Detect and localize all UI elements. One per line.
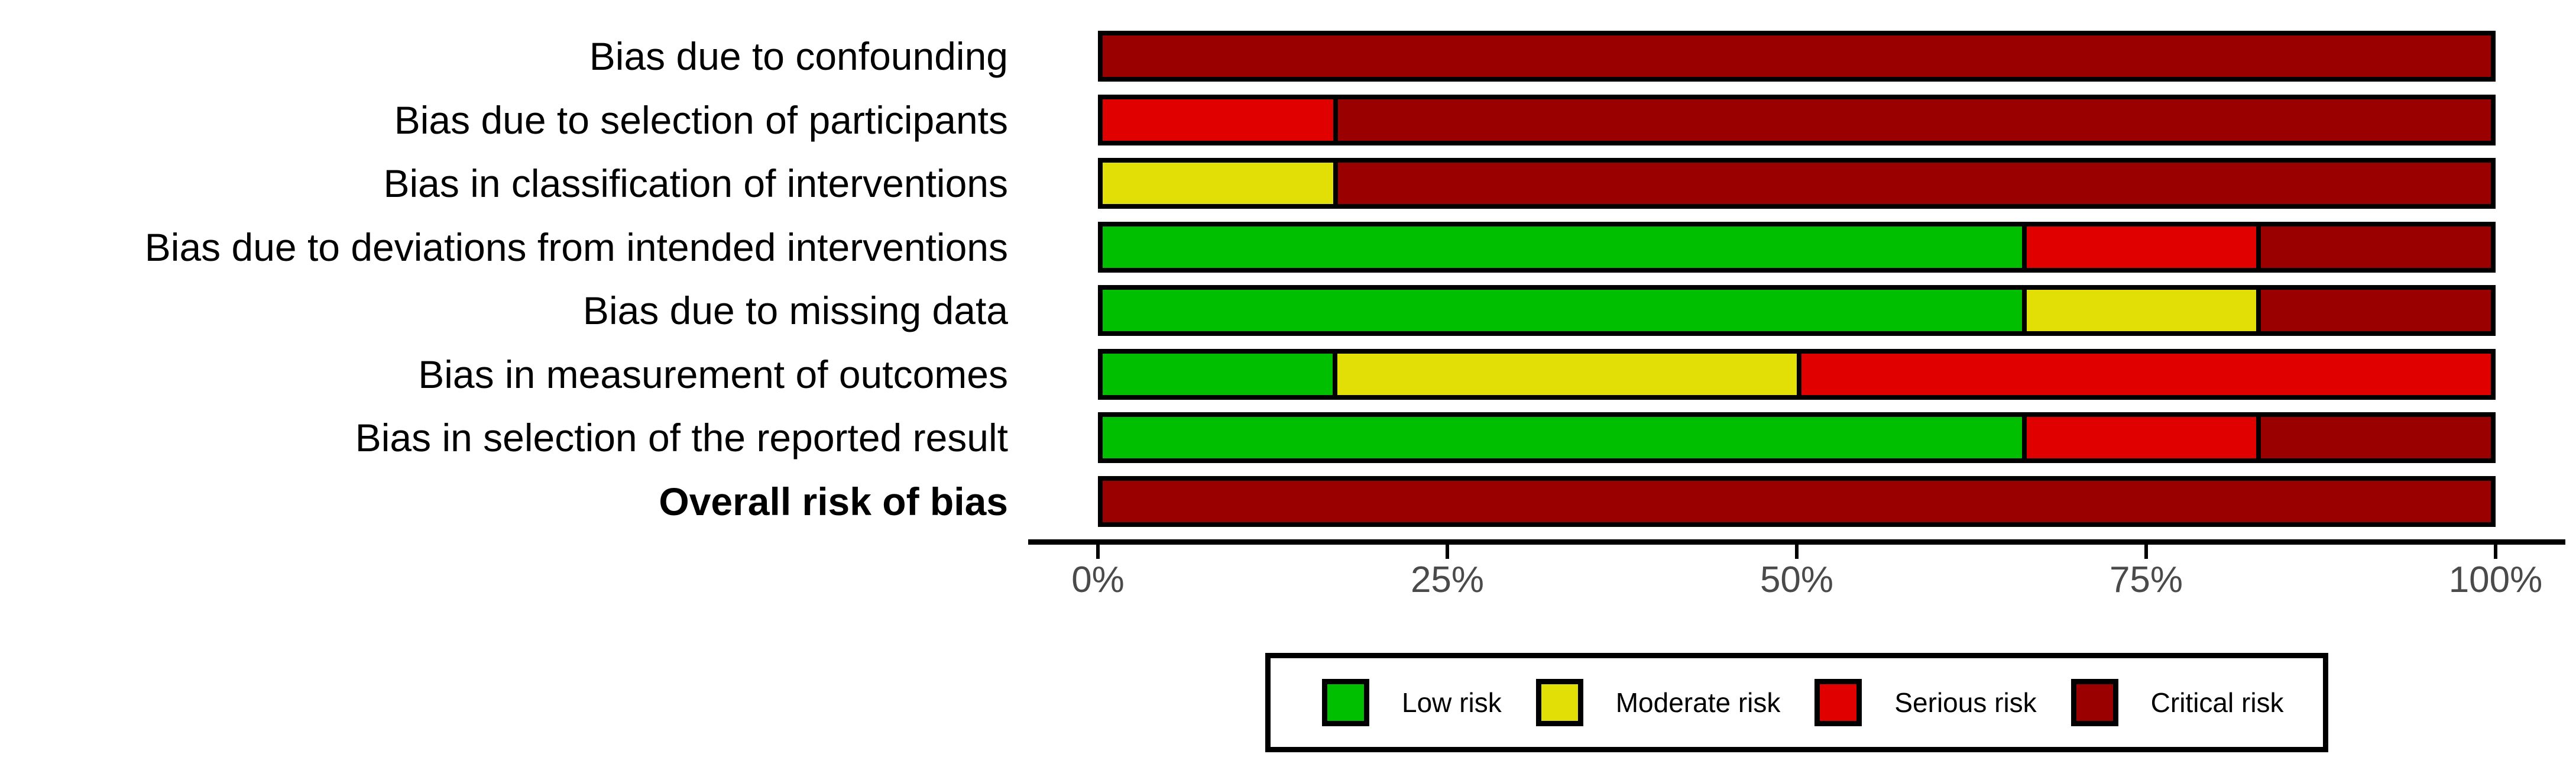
stacked-bar (1098, 285, 2496, 336)
segment-low-risk (1103, 417, 2022, 458)
segment-critical-risk (1103, 35, 2491, 77)
segment-moderate-risk (2026, 290, 2257, 331)
segment-serious-risk (1103, 99, 1334, 141)
legend-label: Moderate risk (1615, 687, 1781, 718)
chart-row: Bias due to missing data (0, 279, 2576, 342)
segment-critical-risk (2261, 290, 2491, 331)
legend-item: Moderate risk (1535, 679, 1781, 726)
category-label: Bias in measurement of outcomes (418, 352, 1008, 396)
legend-label: Low risk (1402, 687, 1502, 718)
category-label: Bias due to selection of participants (394, 98, 1008, 142)
legend-swatch-moderate-risk (1535, 679, 1583, 726)
category-label: Bias in selection of the reported result (355, 416, 1008, 460)
legend-swatch-critical-risk (2070, 679, 2118, 726)
legend: Low risk Moderate risk Serious risk Critica… (1265, 653, 2328, 752)
category-label: Overall risk of bias (659, 479, 1008, 523)
chart-row: Bias due to selection of participants (0, 88, 2576, 152)
segment-critical-risk (1338, 163, 2491, 204)
x-axis-tick (1795, 545, 1799, 559)
segment-serious-risk (2026, 417, 2257, 458)
segment-low-risk (1103, 290, 2022, 331)
chart-row: Bias in classification of interventions (0, 151, 2576, 215)
segment-moderate-risk (1103, 163, 1334, 204)
x-axis-tick (1446, 545, 1449, 559)
segment-critical-risk (2261, 226, 2491, 268)
stacked-bar (1098, 348, 2496, 400)
segment-serious-risk (1801, 353, 2491, 395)
category-label: Bias due to missing data (582, 289, 1008, 332)
segment-critical-risk (2261, 417, 2491, 458)
stacked-bar (1098, 221, 2496, 273)
chart-row: Bias in selection of the reported result (0, 406, 2576, 470)
segment-low-risk (1103, 226, 2022, 268)
x-axis-tick (2144, 545, 2148, 559)
legend-item: Low risk (1322, 679, 1502, 726)
stacked-bar (1098, 31, 2496, 82)
stacked-bar (1098, 158, 2496, 209)
segment-low-risk (1103, 353, 1333, 395)
category-label: Bias due to deviations from intended int… (144, 225, 1008, 269)
x-axis-tick-label: 100% (2448, 559, 2543, 600)
x-axis-tick (2494, 545, 2497, 559)
x-axis-tick-label: 25% (1410, 559, 1485, 600)
segment-critical-risk (1103, 480, 2491, 522)
legend-item: Serious risk (1814, 679, 2037, 726)
legend-label: Serious risk (1894, 687, 2037, 718)
chart-row: Bias due to confounding (0, 24, 2576, 88)
segment-serious-risk (2026, 226, 2257, 268)
legend-swatch-serious-risk (1814, 679, 1862, 726)
legend-swatch-low-risk (1322, 679, 1369, 726)
category-label: Bias due to confounding (589, 34, 1008, 78)
legend-label: Critical risk (2150, 687, 2284, 718)
stacked-bar (1098, 94, 2496, 145)
chart-row: Bias in measurement of outcomes (0, 342, 2576, 406)
segment-moderate-risk (1337, 353, 1797, 395)
segment-critical-risk (1338, 99, 2491, 141)
stacked-bar (1098, 475, 2496, 527)
x-axis-tick (1096, 545, 1100, 559)
x-axis-tick-label: 50% (1760, 559, 1834, 600)
category-label: Bias in classification of interventions (383, 161, 1008, 205)
stacked-bar (1098, 412, 2496, 463)
chart-row: Overall risk of bias (0, 470, 2576, 533)
chart-row: Bias due to deviations from intended int… (0, 215, 2576, 279)
x-axis-tick-label: 0% (1071, 559, 1125, 600)
x-axis-tick-label: 75% (2109, 559, 2183, 600)
x-axis-line (1028, 539, 2565, 545)
legend-item: Critical risk (2070, 679, 2284, 726)
